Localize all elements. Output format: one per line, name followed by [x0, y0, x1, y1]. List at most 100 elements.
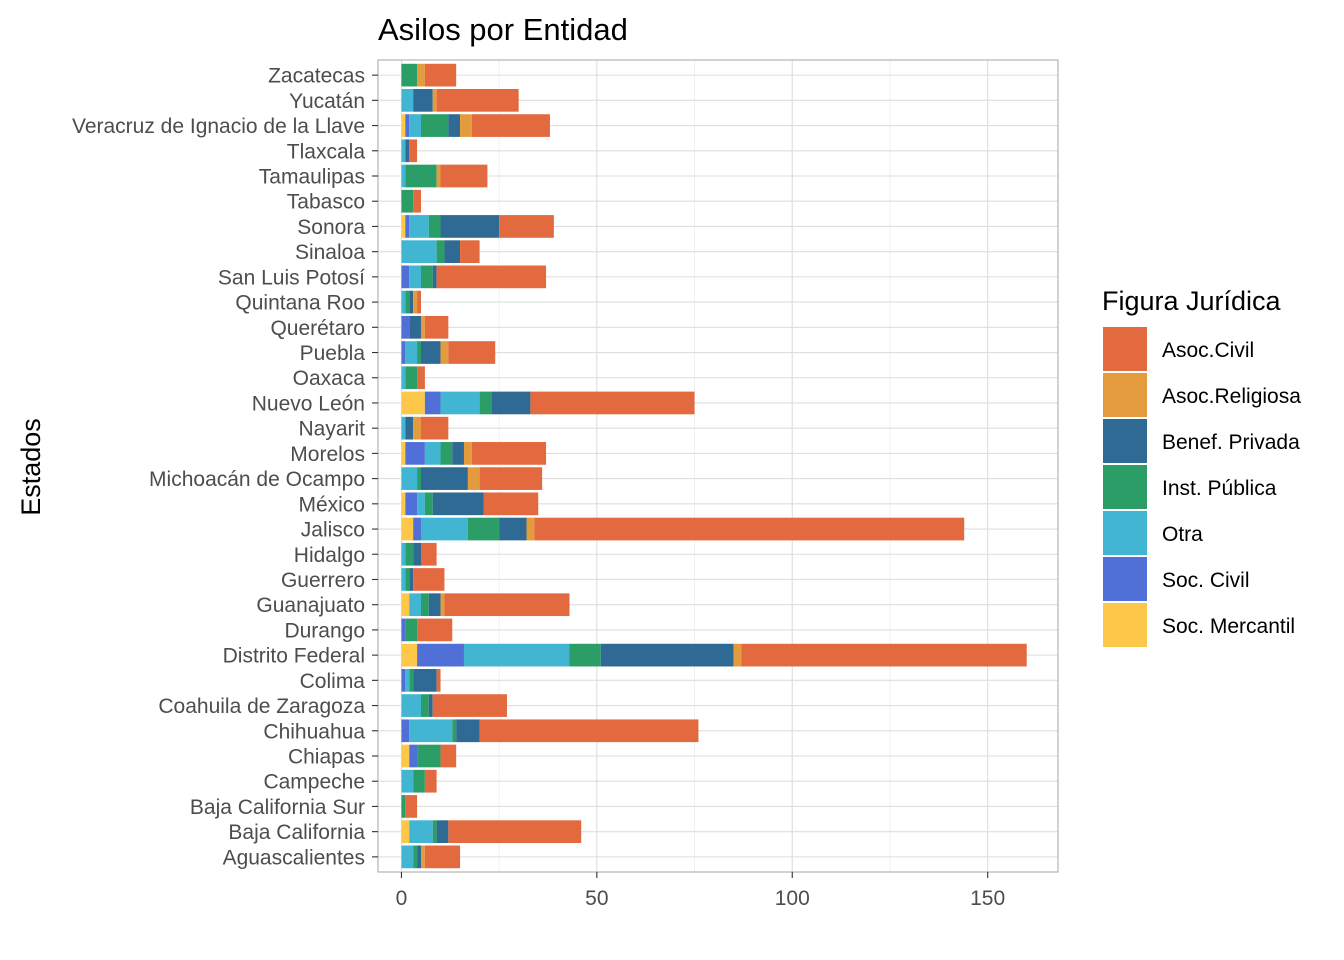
bar-mexico-inst-publica	[424, 492, 433, 516]
bar-aguascalientes-asoc-religiosa	[420, 845, 425, 869]
bar-jalisco-soc-mercantil	[401, 517, 414, 541]
bar-nayarit-asoc-religiosa	[413, 416, 421, 440]
legend-label: Asoc.Religiosa	[1162, 385, 1301, 408]
bar-zacatecas-asoc-religiosa	[417, 63, 425, 87]
y-tick-label: San Luis Potosí	[218, 266, 365, 289]
legend-label: Otra	[1162, 523, 1203, 546]
legend-title: Figura Jurídica	[1102, 286, 1282, 316]
bar-quintana-roo-asoc-civil	[417, 290, 421, 314]
y-tick-label: Baja California Sur	[190, 796, 365, 819]
bar-chihuahua-otra	[409, 719, 453, 743]
bar-yucatan-benef-privada	[413, 89, 433, 112]
chart-title: Asilos por Entidad	[378, 12, 628, 47]
bar-quintana-roo-inst-publica	[405, 290, 410, 314]
bar-mexico-soc-mercantil	[401, 492, 406, 516]
bar-guerrero-benef-privada	[409, 568, 414, 591]
bar-distrito-federal-asoc-religiosa	[733, 643, 742, 667]
legend-label: Soc. Mercantil	[1162, 615, 1295, 638]
bar-campeche-inst-publica	[413, 769, 425, 793]
bar-oaxaca-otra	[401, 366, 406, 390]
bar-sinaloa-inst-publica	[436, 240, 445, 263]
bar-chihuahua-inst-publica	[452, 719, 457, 743]
legend-key-soc-civil	[1103, 557, 1147, 601]
bar-tlaxcala-otra	[401, 139, 406, 163]
y-tick-label: Oaxaca	[293, 367, 366, 390]
bar-chiapas-asoc-civil	[440, 744, 457, 768]
bar-sonora-asoc-civil	[499, 215, 554, 238]
bar-san-luis-potosi-inst-publica	[420, 265, 433, 289]
bar-sonora-inst-publica	[428, 215, 441, 238]
bar-guanajuato-asoc-civil	[444, 593, 570, 617]
bar-mexico-otra	[417, 492, 425, 516]
y-tick-label: Michoacán de Ocampo	[149, 468, 365, 491]
bar-queretaro-soc-civil	[401, 315, 410, 339]
y-tick-label: Hidalgo	[294, 544, 365, 567]
bar-distrito-federal-asoc-civil	[741, 643, 1027, 667]
bar-morelos-soc-civil	[405, 442, 425, 465]
legend-label: Soc. Civil	[1162, 569, 1250, 592]
y-tick-label: Sinaloa	[295, 241, 365, 264]
bar-zacatecas-inst-publica	[401, 63, 418, 87]
bar-san-luis-potosi-asoc-civil	[436, 265, 547, 289]
x-axis-ticks: 0 50 100 150	[396, 872, 1005, 910]
y-tick-label: Distrito Federal	[223, 645, 365, 668]
y-tick-label: Guerrero	[281, 569, 365, 592]
bar-morelos-asoc-religiosa	[463, 442, 472, 465]
bar-durango-asoc-civil	[417, 618, 453, 642]
bar-nayarit-asoc-civil	[420, 416, 449, 440]
bar-puebla-otra	[405, 341, 418, 364]
bar-baja-california-soc-mercantil	[401, 820, 410, 843]
bar-puebla-soc-civil	[401, 341, 406, 364]
bar-quintana-roo-asoc-religiosa	[413, 290, 418, 314]
bar-tamaulipas-asoc-civil	[440, 164, 488, 188]
legend-key-benef-privada	[1103, 419, 1147, 463]
bar-durango-inst-publica	[405, 618, 418, 642]
bar-mexico-benef-privada	[432, 492, 484, 516]
bar-morelos-otra	[424, 442, 441, 465]
bar-morelos-asoc-civil	[471, 442, 547, 465]
bar-michoacan-de-ocampo-inst-publica	[417, 467, 421, 490]
y-tick-label: Zacatecas	[268, 65, 365, 88]
bar-veracruz-de-ignacio-de-la-llave-benef-privada	[448, 114, 461, 137]
plot-panel-border	[377, 59, 1059, 873]
bar-sonora-soc-civil	[405, 215, 410, 238]
bar-yucatan-otra	[401, 89, 414, 112]
y-tick-label: México	[298, 493, 365, 516]
bar-nuevo-leon-soc-mercantil	[401, 391, 425, 415]
bar-hidalgo-inst-publica	[405, 542, 414, 566]
y-tick-label: Tamaulipas	[259, 166, 365, 189]
bar-sinaloa-otra	[401, 240, 437, 263]
x-tick-label: 100	[775, 887, 810, 910]
bar-colima-inst-publica	[409, 669, 414, 692]
x-tick-label: 50	[585, 887, 608, 910]
y-tick-label: Puebla	[300, 342, 366, 365]
bar-colima-asoc-civil	[436, 669, 441, 692]
bar-tlaxcala-asoc-civil	[409, 139, 418, 163]
y-tick-label: Jalisco	[301, 519, 365, 542]
bar-jalisco-benef-privada	[499, 517, 527, 541]
bar-san-luis-potosi-benef-privada	[432, 265, 437, 289]
bar-oaxaca-asoc-civil	[417, 366, 425, 390]
bars	[401, 63, 1027, 869]
bar-san-luis-potosi-soc-civil	[401, 265, 410, 289]
bar-hidalgo-benef-privada	[413, 542, 421, 566]
bar-puebla-asoc-religiosa	[440, 341, 449, 364]
bar-tamaulipas-inst-publica	[405, 164, 437, 188]
bar-guerrero-asoc-civil	[413, 568, 445, 591]
bar-sonora-soc-mercantil	[401, 215, 406, 238]
y-tick-label: Veracruz de Ignacio de la Llave	[72, 115, 365, 138]
bar-veracruz-de-ignacio-de-la-llave-soc-mercantil	[401, 114, 406, 137]
legend-label: Asoc.Civil	[1162, 339, 1254, 362]
bar-baja-california-otra	[409, 820, 433, 843]
bar-tlaxcala-benef-privada	[405, 139, 410, 163]
bar-sonora-benef-privada	[440, 215, 500, 238]
y-tick-label: Aguascalientes	[223, 846, 365, 869]
bar-mexico-asoc-civil	[483, 492, 539, 516]
bar-distrito-federal-soc-civil	[417, 643, 464, 667]
bar-colima-otra	[405, 669, 410, 692]
legend-key-otra	[1103, 511, 1147, 555]
bar-nuevo-leon-asoc-civil	[530, 391, 695, 415]
bar-baja-california-sur-inst-publica	[401, 795, 406, 818]
bar-mexico-soc-civil	[405, 492, 418, 516]
